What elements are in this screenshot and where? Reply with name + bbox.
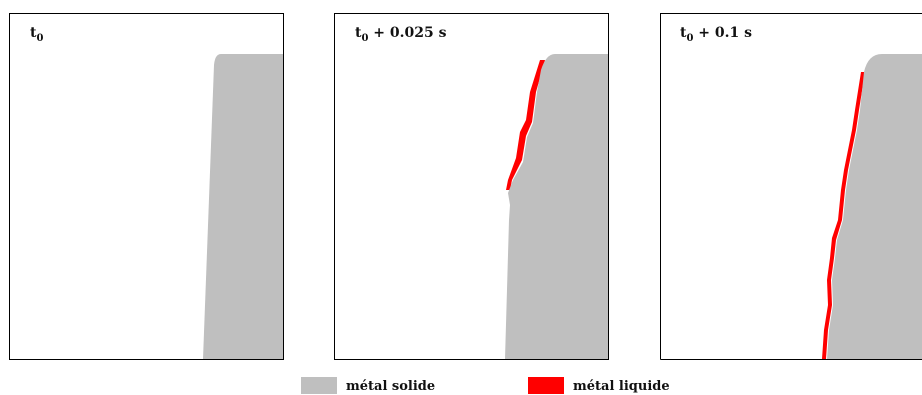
label-t: t xyxy=(680,25,687,41)
legend-swatch-liquid xyxy=(528,377,564,394)
label-rest: + 0.025 s xyxy=(368,25,446,41)
label-subscript: 0 xyxy=(686,33,693,44)
liquid-metal-layer xyxy=(822,72,865,359)
label-subscript: 0 xyxy=(361,33,368,44)
legend-label-liquid: métal liquide xyxy=(573,379,670,394)
legend: métal solide métal liquide xyxy=(301,377,670,394)
label-t: t xyxy=(30,25,37,41)
panel-label: t0 + 0.1 s xyxy=(680,25,752,44)
legend-label-solid: métal solide xyxy=(346,379,435,394)
panel-frame xyxy=(660,13,922,360)
label-rest: + 0.1 s xyxy=(693,25,752,41)
liquid-metal-layer xyxy=(506,60,545,190)
panel-label: t0 + 0.025 s xyxy=(355,25,447,44)
solid-metal-region xyxy=(203,54,283,359)
legend-swatch-solid xyxy=(301,377,337,394)
solid-metal-region xyxy=(505,54,608,359)
solid-metal-region xyxy=(827,54,922,359)
label-t: t xyxy=(355,25,362,41)
panel-t0-plus-0025: t0 + 0.025 s xyxy=(334,13,609,360)
label-subscript: 0 xyxy=(36,33,43,44)
panel-t0: t0 xyxy=(9,13,284,360)
panel-label: t0 xyxy=(30,25,43,44)
panel-t0-plus-01: t0 + 0.1 s xyxy=(660,13,922,360)
